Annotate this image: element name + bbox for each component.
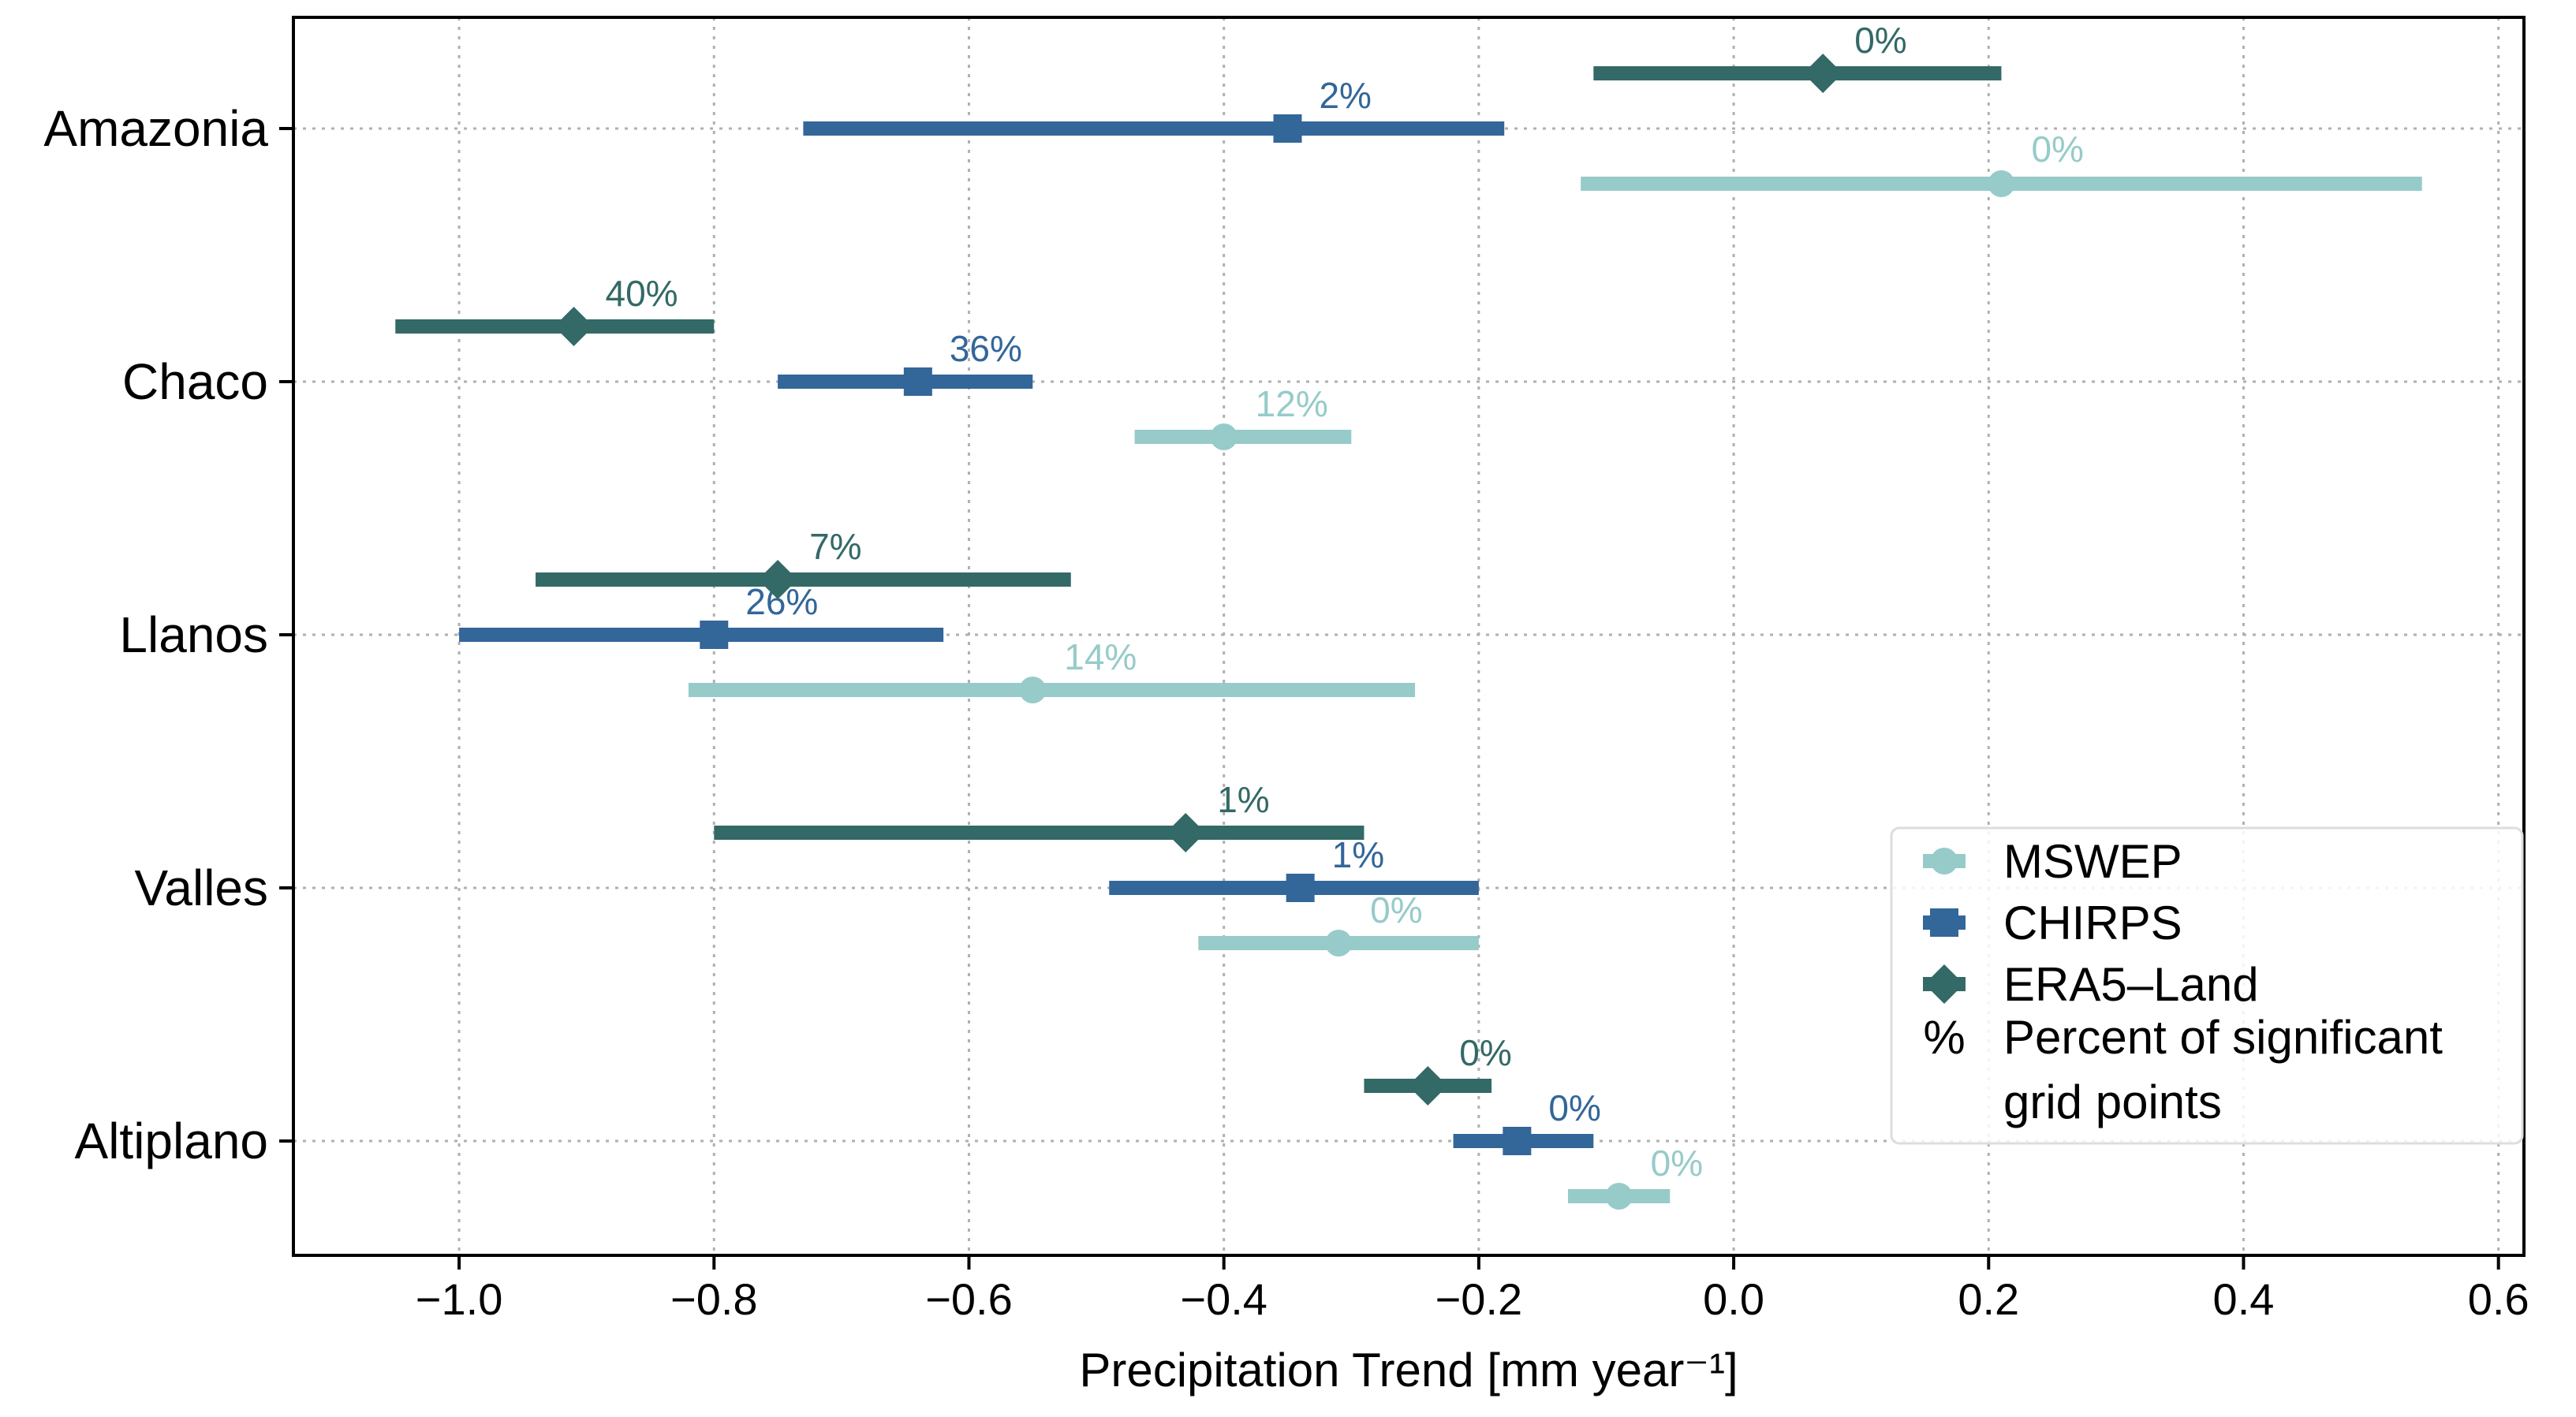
data-point-marker <box>758 560 798 599</box>
error-bar-group: 0% <box>1453 1087 1601 1155</box>
x-tick-label: 0.6 <box>2468 1274 2529 1324</box>
legend-entry: CHIRPS <box>1923 897 2182 949</box>
legend-pct-symbol: % <box>1923 1011 1965 1064</box>
data-point-marker <box>1605 1183 1633 1210</box>
legend-pct-text-line1: Percent of significant <box>2003 1011 2443 1064</box>
legend-label: CHIRPS <box>2003 897 2182 949</box>
error-bar-group: 1% <box>1109 834 1479 902</box>
percent-label: 2% <box>1319 75 1371 116</box>
x-tick-label: 0.0 <box>1703 1274 1764 1324</box>
percent-label: 0% <box>1651 1143 1703 1184</box>
x-tick-label: 0.2 <box>1958 1274 2019 1324</box>
data-point-marker <box>1803 54 1843 93</box>
error-bar-group: 1% <box>714 779 1365 852</box>
x-tick-label: −0.8 <box>670 1274 758 1324</box>
data-point-marker <box>700 621 729 649</box>
data-point-marker <box>1408 1066 1448 1106</box>
legend-swatch-marker <box>1931 848 1958 874</box>
error-bar-group: 12% <box>1134 383 1352 450</box>
region-label: Chaco <box>122 353 268 410</box>
region-label: Valles <box>134 860 268 916</box>
legend-swatch-marker <box>1930 908 1958 937</box>
error-bar-group: 2% <box>803 75 1505 143</box>
percent-label: 1% <box>1217 779 1269 820</box>
percent-label: 14% <box>1064 636 1137 677</box>
legend-label: ERA5–Land <box>2003 958 2259 1011</box>
x-tick-label: −1.0 <box>416 1274 503 1324</box>
legend: MSWEP CHIRPS ERA5–Land % Percent of signif… <box>1890 826 2524 1145</box>
data-point-marker <box>903 367 932 396</box>
data-point-marker <box>1325 930 1353 956</box>
data-point-marker <box>1166 813 1206 852</box>
error-bar-group: 0% <box>1198 889 1479 956</box>
region-label: Amazonia <box>43 100 268 157</box>
legend-label: MSWEP <box>2003 835 2182 888</box>
data-point-marker <box>554 307 594 346</box>
data-point-marker <box>1286 874 1315 902</box>
error-bar-group: 0% <box>1568 1143 1703 1210</box>
legend-entries: MSWEP CHIRPS ERA5–Land <box>1923 835 2259 1011</box>
percent-label: 36% <box>950 328 1022 369</box>
error-bar-group: 0% <box>1581 129 2422 197</box>
legend-box <box>1890 826 2524 1145</box>
error-bar-group: 0% <box>1593 20 2002 93</box>
legend-pct-text-line2: grid points <box>2003 1076 2222 1128</box>
error-bar-group: 0% <box>1364 1032 1512 1106</box>
x-tick-label: −0.6 <box>925 1274 1013 1324</box>
x-axis-title: Precipitation Trend [mm year⁻¹] <box>1079 1344 1738 1396</box>
legend-entry: MSWEP <box>1923 835 2182 888</box>
error-bar-group: 7% <box>536 526 1071 599</box>
percent-label: 0% <box>2031 129 2083 170</box>
data-point-marker <box>1988 170 2015 197</box>
data-point-marker <box>1210 423 1238 450</box>
legend-swatch-marker <box>1925 964 1964 1004</box>
error-bar-group: 40% <box>395 273 715 346</box>
region-label: Altiplano <box>75 1113 269 1169</box>
percent-label: 0% <box>1548 1087 1600 1128</box>
percent-label: 12% <box>1256 383 1328 424</box>
percent-label: 0% <box>1854 20 1906 61</box>
legend-entry: ERA5–Land <box>1923 958 2259 1011</box>
percent-label: 40% <box>606 273 678 314</box>
data-point-marker <box>1019 677 1047 703</box>
percent-label: 7% <box>809 526 861 567</box>
percent-label: 0% <box>1370 889 1422 930</box>
x-tick-label: 0.4 <box>2213 1274 2275 1324</box>
region-label: Llanos <box>119 606 268 663</box>
data-point-marker <box>1273 114 1302 143</box>
error-bar-group: 14% <box>688 636 1416 703</box>
error-bars: 0%12%14%0%0%2%36%26%1%0%0%40%7%1%0% <box>395 20 2422 1210</box>
percent-label: 0% <box>1459 1032 1511 1073</box>
error-bar-group: 36% <box>778 328 1033 396</box>
percent-label: 1% <box>1332 834 1384 875</box>
data-point-marker <box>1503 1127 1532 1155</box>
axis-ticks: −1.0 −0.8 −0.6 −0.4 −0.2 0.0 0.2 0.4 0.6 Amazonia… <box>43 100 2529 1324</box>
x-tick-label: −0.2 <box>1435 1274 1523 1324</box>
x-tick-label: −0.4 <box>1180 1274 1267 1324</box>
